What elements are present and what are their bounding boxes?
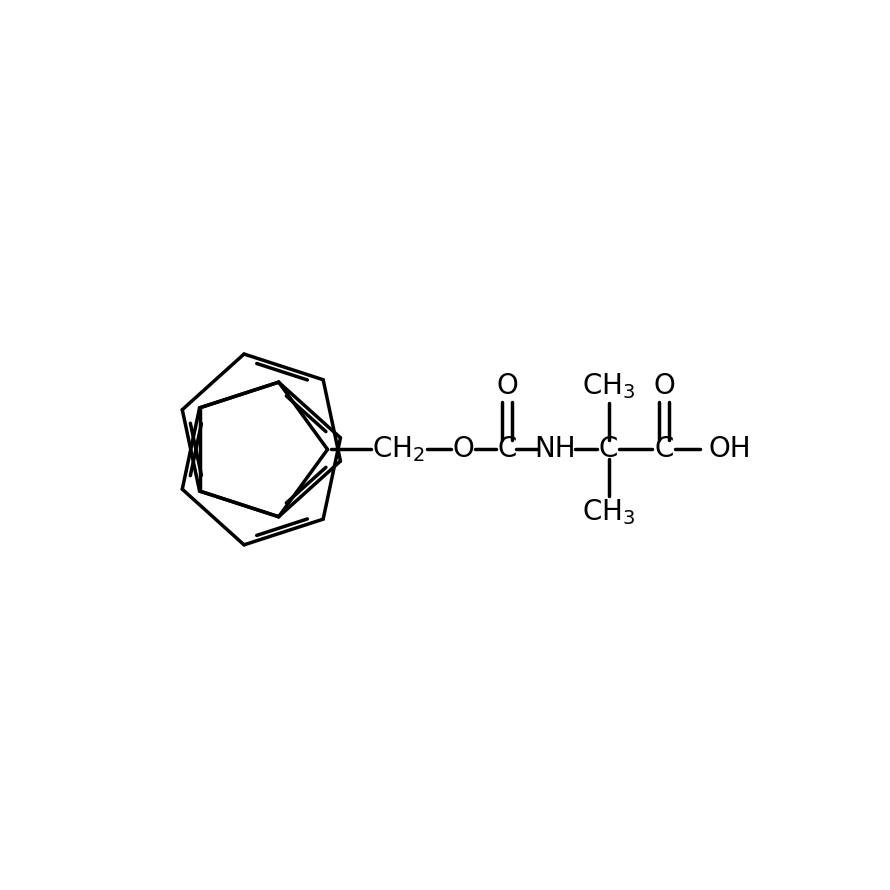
Text: O: O — [452, 435, 474, 464]
Text: OH: OH — [708, 435, 751, 464]
Text: C: C — [599, 435, 619, 464]
Text: CH$_3$: CH$_3$ — [582, 371, 635, 401]
Text: CH$_3$: CH$_3$ — [582, 498, 635, 528]
Text: CH$_2$: CH$_2$ — [372, 434, 425, 465]
Text: C: C — [654, 435, 674, 464]
Text: O: O — [653, 372, 675, 400]
Text: O: O — [496, 372, 518, 400]
Text: C: C — [498, 435, 516, 464]
Text: NH: NH — [535, 435, 576, 464]
